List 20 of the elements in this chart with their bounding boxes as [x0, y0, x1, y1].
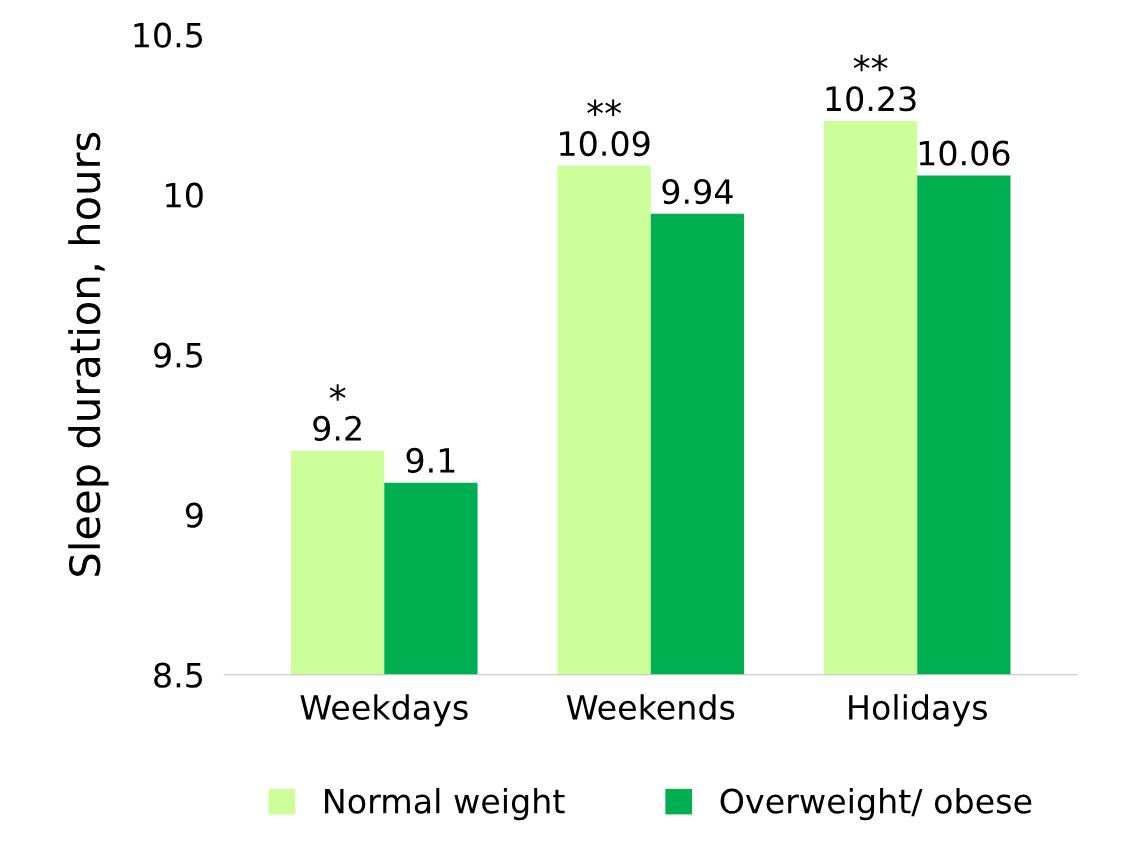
y-tick-label: 8.5 — [154, 662, 203, 688]
x-tick-label: Weekends — [566, 694, 735, 720]
legend-label: Overweight/ obese — [720, 787, 1032, 821]
x-tick-label: Holidays — [849, 694, 987, 727]
x-tick-label: Weekdays — [300, 694, 468, 727]
legend-label: Normal weight — [325, 787, 565, 821]
annotation: ** — [587, 99, 622, 116]
y-tick-label: 10.5 — [134, 22, 203, 48]
data-label: 10.09 — [560, 130, 650, 157]
y-tick-label: 9 — [185, 502, 203, 528]
data-label: 9.2 — [313, 415, 361, 442]
y-axis-title: Sleep duration, hours — [68, 132, 109, 576]
data-label: 9.94 — [662, 178, 733, 205]
annotation: * — [329, 384, 346, 401]
data-label: 10.23 — [826, 86, 916, 112]
annotation: ** — [853, 54, 888, 72]
data-label: 9.1 — [406, 447, 455, 474]
y-tick-label: 10 — [166, 182, 203, 208]
y-tick-label: 9.5 — [154, 342, 203, 368]
data-label: 10.06 — [919, 140, 1010, 166]
